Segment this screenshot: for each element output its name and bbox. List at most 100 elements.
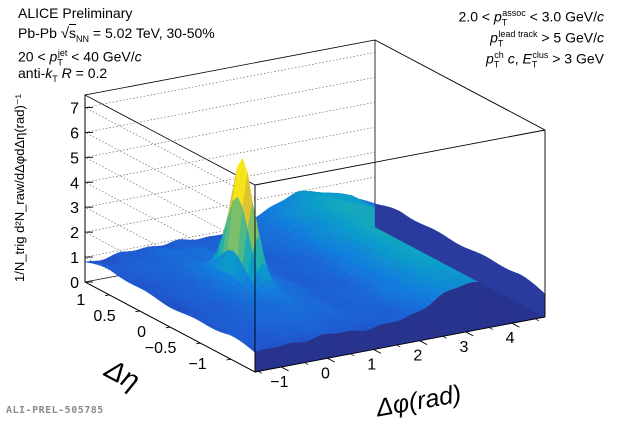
z-gridline <box>84 52 376 198</box>
surface-right-skirt <box>394 208 401 241</box>
z-tick-label: 4 <box>70 175 79 192</box>
surface-front-skirt <box>404 315 410 344</box>
surface-right-skirt <box>409 217 416 249</box>
surface-front-skirt <box>356 330 362 354</box>
surface-front-skirt <box>269 347 275 370</box>
x-minor-tick <box>304 362 309 365</box>
surface-right-skirt <box>429 227 436 260</box>
surface-front-skirt <box>409 312 415 343</box>
surface-right-skirt <box>449 239 456 270</box>
surface-right-skirt <box>419 223 426 254</box>
surface-front-skirt <box>428 300 434 340</box>
y-tick-label: 0 <box>137 324 146 341</box>
surface-right-skirt <box>484 255 491 289</box>
x-minor-tick <box>281 366 286 370</box>
surface-right-skirt <box>474 251 481 283</box>
surface-front-skirt <box>293 342 299 365</box>
z-gridline <box>84 102 376 248</box>
surface-front-skirt <box>322 333 328 360</box>
surface-front-skirt <box>477 281 483 331</box>
surface-mesh <box>84 158 546 373</box>
front-top-edge <box>254 129 546 186</box>
alice-label: ALICE Preliminary <box>18 5 133 21</box>
z-tick-label: 3 <box>70 200 79 217</box>
z-tick-label: 7 <box>70 100 79 117</box>
surface-front-skirt <box>288 342 294 366</box>
surface-right-skirt <box>434 229 441 262</box>
x-tick-label: 3 <box>460 339 469 356</box>
x-axis-line <box>254 316 546 373</box>
surface-front-skirt <box>308 338 314 363</box>
right-top-edge <box>374 39 546 131</box>
surface-right-skirt <box>489 258 496 291</box>
surface-front-skirt <box>337 332 343 357</box>
jet-algorithm-label: anti-kT R = 0.2 <box>18 65 108 84</box>
y-tick-label: −1 <box>188 356 206 373</box>
surface-front-skirt <box>462 283 468 333</box>
x-minor-tick <box>327 357 332 361</box>
y-tick-label: −0.5 <box>145 340 177 357</box>
surface-front-skirt <box>361 330 367 353</box>
surface-front-skirt <box>414 311 420 343</box>
x-tick-label: 2 <box>413 348 422 365</box>
x-minor-tick <box>258 371 263 374</box>
surface-front-skirt <box>390 321 396 347</box>
collision-system-label: Pb-Pb √sNN = 5.02 TeV, 30-50% <box>18 25 215 44</box>
y-tick-label: 0.5 <box>93 308 115 325</box>
surface-front-skirt <box>317 334 323 361</box>
surface-front-skirt <box>370 326 376 351</box>
surface-right-skirt <box>504 267 511 299</box>
x-minor-tick <box>373 349 378 352</box>
assoc-pt-label: 2.0 < pTassoc < 3.0 GeV/c <box>458 8 604 28</box>
surface-front-skirt <box>264 348 270 371</box>
x-minor-tick <box>535 318 540 322</box>
surface-right-skirt <box>399 211 406 244</box>
x-tick-label: 1 <box>367 356 376 373</box>
surface-front-skirt <box>385 322 391 348</box>
surface-front-skirt <box>380 323 386 349</box>
surface-right-skirt <box>454 242 461 273</box>
surface-right-skirt <box>479 253 486 286</box>
lead-track-label: pTlead track > 5 GeV/c <box>490 29 604 49</box>
surface-front-skirt <box>351 330 357 354</box>
surface-front-skirt <box>419 308 425 342</box>
surface-right-skirt <box>414 220 421 252</box>
cluster-cut-label: pTch c, ETclus > 3 GeV <box>486 50 604 70</box>
x-minor-tick <box>350 353 355 357</box>
surface-right-skirt <box>439 232 446 265</box>
surface-front-skirt <box>467 282 473 332</box>
surface-right-skirt <box>444 235 451 268</box>
x-tick-label: 0 <box>321 365 330 382</box>
surface-front-skirt <box>443 290 449 337</box>
surface-right-skirt <box>389 207 396 238</box>
x-tick-label: 4 <box>506 330 515 347</box>
surface-front-skirt <box>448 289 454 336</box>
preliminary-id: ALI-PREL-505785 <box>6 405 104 416</box>
z-tick-label: 6 <box>70 125 79 142</box>
x-minor-tick <box>488 327 493 330</box>
surface-front-skirt <box>259 348 265 372</box>
surface-front-skirt <box>424 305 430 341</box>
surface-front-skirt <box>482 282 488 330</box>
y-tick <box>105 294 110 297</box>
x-minor-tick <box>465 331 470 335</box>
z-tick-label: 0 <box>70 275 79 292</box>
surface-right-skirt <box>539 289 546 318</box>
surface-right-skirt <box>499 264 506 297</box>
y-tick <box>135 310 140 313</box>
surface-front-skirt <box>472 281 478 332</box>
surface-right-skirt <box>384 205 391 236</box>
surface-front-skirt <box>283 343 289 367</box>
surface-front-skirt <box>346 330 352 355</box>
z-gridline <box>84 77 376 223</box>
y-tick <box>226 358 231 361</box>
surface-right-skirt <box>534 284 541 315</box>
surface-front-skirt <box>395 320 401 346</box>
z-tick-label: 1 <box>70 250 79 267</box>
x-minor-tick <box>511 322 516 326</box>
z-tick-label: 5 <box>70 150 79 167</box>
surface-right-skirt <box>459 245 466 275</box>
x-tick-label: −1 <box>270 374 288 391</box>
y-tick <box>165 326 171 329</box>
surface-front-skirt <box>438 292 444 338</box>
